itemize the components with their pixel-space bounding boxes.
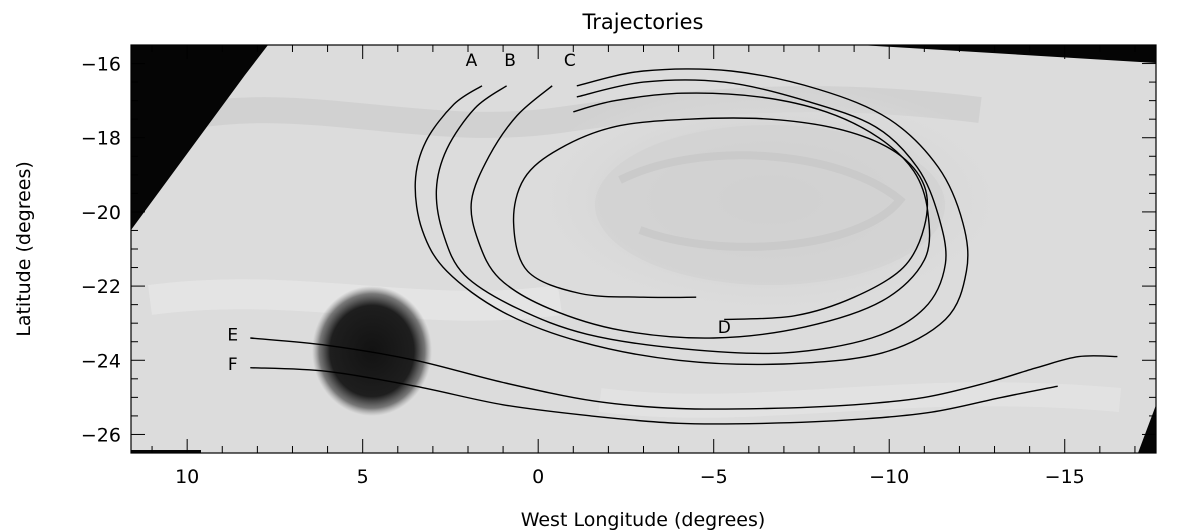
trajectory-e <box>250 337 1118 410</box>
x-tick-label: 5 <box>357 466 369 488</box>
dark-spot <box>312 286 432 416</box>
trajectory-label-b: B <box>504 51 516 71</box>
trajectory-label-f: F <box>228 355 238 375</box>
trajectory-label-d: D <box>718 318 731 338</box>
trajectories <box>250 68 1118 425</box>
trajectory-a <box>414 68 969 366</box>
x-tick-label: −15 <box>1045 466 1085 488</box>
x-tick-label: −5 <box>700 466 728 488</box>
trajectory-label-a: A <box>466 51 478 71</box>
y-tick-label: −22 <box>81 276 121 298</box>
trajectory-f <box>250 367 1058 425</box>
x-tick-label: 10 <box>175 466 199 488</box>
y-tick-label: −18 <box>81 128 121 150</box>
x-tick-label: 0 <box>532 466 544 488</box>
y-axis-title: Latitude (degrees) <box>13 161 35 337</box>
trajectory-labels: A B C D EF <box>227 51 730 375</box>
trajectory-label-c: C <box>564 51 576 71</box>
trajectory-b <box>435 79 947 355</box>
trajectory-c <box>470 85 931 339</box>
y-tick-label: −26 <box>81 424 121 446</box>
trajectory-d <box>512 117 929 321</box>
x-tick-label: −10 <box>869 466 909 488</box>
cloud-image <box>131 45 1156 453</box>
trajectory-label-e: E <box>227 325 238 345</box>
y-tick-label: −16 <box>81 54 121 76</box>
chart-title: Trajectories <box>582 10 704 34</box>
y-tick-label: −24 <box>81 350 121 372</box>
y-tick-label: −20 <box>81 202 121 224</box>
x-axis-title: West Longitude (degrees) <box>521 509 766 531</box>
axis-ticks: 10 5 0 −5 −10 −15 −16 −18 −20 −22 −24 −26 <box>81 45 1156 488</box>
